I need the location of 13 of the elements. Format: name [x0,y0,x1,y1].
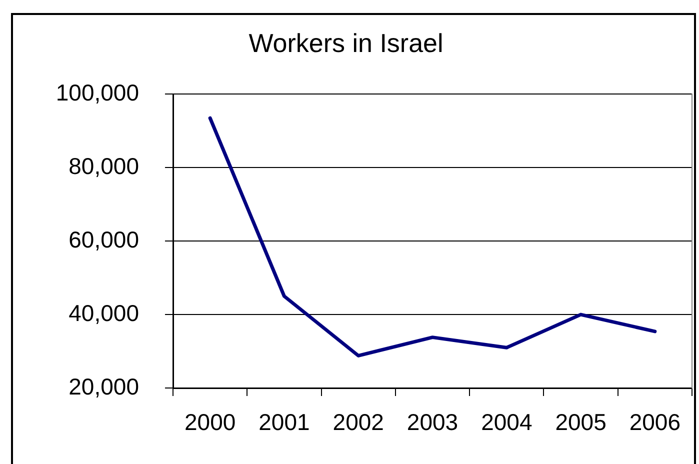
x-tick-label: 2006 [629,409,681,436]
x-tick-label: 2004 [481,409,532,436]
y-tick-label: 60,000 [68,226,139,252]
x-tick-label: 2005 [555,409,606,436]
x-tick-label: 2003 [406,409,458,436]
y-tick-label: 20,000 [68,373,139,400]
x-tick-label: 2002 [332,409,384,436]
y-tick-label: 80,000 [68,152,139,179]
x-tick-label: 2001 [258,409,310,436]
x-tick-label: 2000 [184,409,236,436]
y-tick-label: 100,000 [56,80,139,106]
y-tick-label: 40,000 [68,300,139,326]
chart-title: Workers in Israel [248,28,444,58]
